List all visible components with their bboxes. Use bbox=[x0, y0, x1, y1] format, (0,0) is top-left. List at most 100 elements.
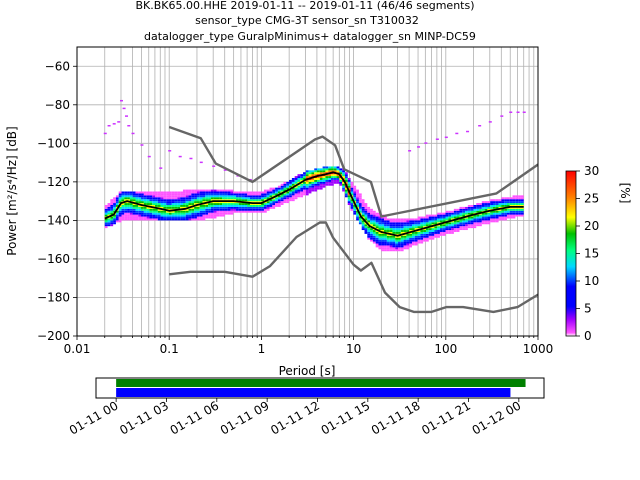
density-cell bbox=[442, 212, 446, 215]
density-cell bbox=[300, 174, 304, 177]
density-cell bbox=[138, 212, 142, 215]
density-cell bbox=[177, 204, 181, 207]
density-cell bbox=[481, 218, 485, 221]
x-axis-ticks: 0.01 0.1 1 10 100 1000 bbox=[64, 336, 553, 356]
density-cell bbox=[476, 220, 480, 223]
density-cell bbox=[364, 226, 368, 229]
density-cell bbox=[378, 218, 382, 221]
density-cell bbox=[428, 237, 432, 240]
density-cell bbox=[518, 214, 521, 217]
density-cell bbox=[370, 210, 373, 213]
density-cell bbox=[252, 203, 256, 205]
density-cell bbox=[141, 206, 144, 209]
density-cell bbox=[194, 208, 197, 211]
density-cell bbox=[456, 230, 460, 232]
density-cell bbox=[358, 220, 362, 223]
y-tick-label: −180 bbox=[37, 290, 70, 304]
outlier-point bbox=[500, 115, 504, 117]
density-cell bbox=[456, 216, 460, 219]
density-cell bbox=[520, 204, 524, 207]
timeline-tick-label: 01-12 00 bbox=[470, 398, 524, 437]
density-cell bbox=[406, 228, 410, 231]
density-cell bbox=[199, 193, 203, 196]
density-cell bbox=[222, 197, 225, 200]
density-cell bbox=[227, 197, 231, 200]
density-cell bbox=[146, 197, 150, 200]
density-cell bbox=[389, 231, 393, 234]
density-cell bbox=[224, 203, 228, 205]
density-cell bbox=[353, 193, 357, 196]
density-cell bbox=[333, 170, 337, 173]
density-cell bbox=[484, 201, 488, 204]
density-cell bbox=[171, 203, 175, 205]
density-cell bbox=[328, 179, 331, 182]
density-cell bbox=[498, 206, 502, 209]
density-cell bbox=[132, 204, 136, 207]
density-cell bbox=[314, 178, 318, 180]
density-cell bbox=[389, 222, 393, 225]
density-cell bbox=[317, 187, 320, 190]
density-cell bbox=[420, 237, 424, 240]
density-cell bbox=[149, 208, 153, 211]
density-cell bbox=[146, 201, 150, 204]
density-cell bbox=[423, 233, 426, 236]
density-cell bbox=[367, 237, 371, 240]
density-cell bbox=[196, 218, 200, 221]
density-cell bbox=[361, 228, 365, 231]
density-cell bbox=[291, 193, 295, 196]
density-cell bbox=[431, 214, 435, 217]
density-cell bbox=[314, 187, 318, 190]
density-cell bbox=[143, 201, 147, 204]
density-cell bbox=[442, 230, 446, 232]
density-cell bbox=[266, 191, 270, 194]
density-cell bbox=[439, 226, 443, 229]
density-cell bbox=[121, 216, 125, 219]
density-cell bbox=[361, 222, 365, 225]
density-cell bbox=[336, 176, 340, 179]
density-cell bbox=[107, 212, 111, 215]
density-cell bbox=[196, 214, 200, 217]
density-cell bbox=[490, 216, 493, 219]
density-cell bbox=[403, 218, 407, 221]
density-cell bbox=[208, 203, 211, 205]
density-cell bbox=[155, 191, 158, 194]
density-cell bbox=[386, 230, 390, 232]
density-cell bbox=[375, 218, 379, 221]
density-cell bbox=[213, 197, 217, 200]
density-cell bbox=[515, 197, 519, 200]
density-cell bbox=[244, 193, 248, 196]
density-cell bbox=[191, 197, 195, 200]
density-cell bbox=[132, 195, 136, 198]
density-cell bbox=[141, 191, 144, 194]
density-cell bbox=[280, 195, 284, 198]
density-cell bbox=[451, 231, 454, 234]
density-cell bbox=[174, 214, 178, 217]
density-cell bbox=[300, 179, 304, 182]
density-cell bbox=[431, 218, 435, 221]
density-cell bbox=[163, 201, 167, 204]
density-cell bbox=[361, 208, 365, 211]
density-cell bbox=[166, 201, 169, 204]
density-cell bbox=[492, 203, 496, 205]
density-cell bbox=[152, 214, 156, 217]
density-cell bbox=[470, 206, 474, 209]
density-cell bbox=[174, 210, 178, 213]
density-cell bbox=[294, 197, 298, 200]
density-cell bbox=[233, 199, 237, 202]
density-cell bbox=[163, 195, 167, 198]
density-cell bbox=[431, 216, 435, 219]
density-cell bbox=[400, 224, 404, 227]
density-cell bbox=[420, 235, 424, 238]
density-cell bbox=[305, 191, 309, 194]
density-cell bbox=[127, 197, 130, 200]
density-cell bbox=[305, 193, 309, 196]
density-cell bbox=[386, 233, 390, 236]
density-cell bbox=[518, 201, 521, 204]
density-cell bbox=[476, 224, 480, 227]
density-cell bbox=[506, 212, 510, 215]
density-cell bbox=[406, 218, 410, 221]
density-cell bbox=[174, 199, 178, 202]
density-cell bbox=[194, 214, 197, 217]
density-cell bbox=[344, 179, 348, 182]
density-cell bbox=[155, 195, 158, 198]
